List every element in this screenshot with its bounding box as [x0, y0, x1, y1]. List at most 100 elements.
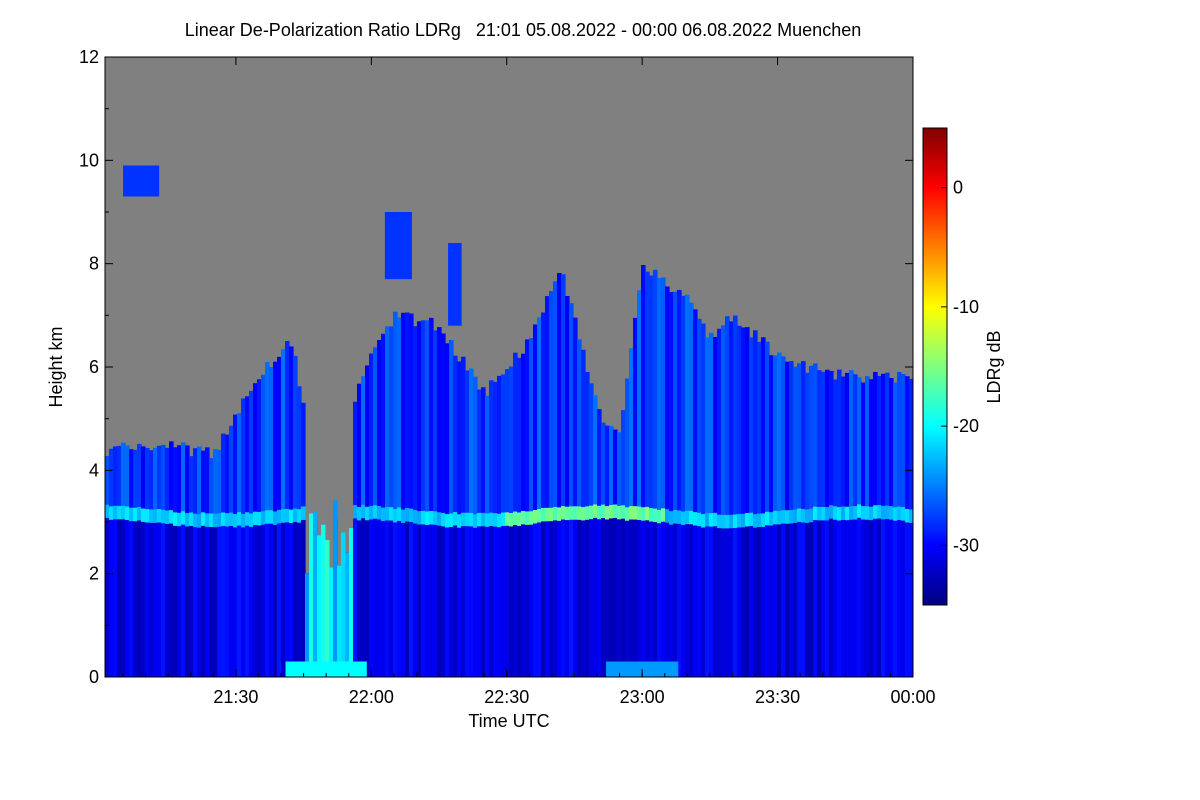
cell-melting-layer — [589, 505, 594, 520]
cell-rain — [401, 522, 406, 677]
cell-melting-layer — [361, 504, 366, 519]
cell-melting-layer — [853, 506, 858, 520]
heatmap-column — [157, 445, 162, 677]
cell-rain — [365, 520, 370, 677]
heatmap-column — [725, 316, 730, 677]
heatmap-column — [557, 273, 562, 677]
cell-rain — [837, 520, 842, 677]
cell-melting-layer — [517, 512, 522, 526]
heatmap-column — [709, 332, 714, 677]
cell-melting-layer — [837, 507, 842, 521]
cell-melting-layer — [185, 513, 190, 527]
cell-rain — [869, 520, 874, 677]
cell-ice-cloud — [557, 273, 562, 508]
cell-melting-layer — [137, 506, 142, 521]
cell-virga — [329, 567, 334, 677]
cell-rain — [713, 526, 718, 677]
cell-rain — [497, 527, 502, 677]
cell-ice-cloud — [773, 355, 778, 511]
heatmap-column — [737, 325, 742, 677]
cell-rain — [621, 518, 626, 677]
heatmap-column — [325, 539, 330, 677]
cell-melting-layer — [245, 512, 250, 526]
cell-ice-cloud — [661, 277, 666, 509]
cell-ice-cloud — [157, 445, 162, 509]
cell-rain — [217, 526, 222, 677]
heatmap-column — [881, 373, 886, 677]
cell-melting-layer — [249, 513, 254, 527]
heatmap-column — [189, 456, 194, 677]
heatmap-column — [813, 363, 818, 677]
cell-rain — [457, 527, 462, 677]
cell-melting-layer — [373, 505, 378, 519]
cell-melting-layer — [453, 511, 458, 526]
heatmap-column — [417, 321, 422, 677]
cell-rain — [237, 525, 242, 677]
cell-rain — [553, 520, 558, 677]
cell-melting-layer — [269, 510, 274, 524]
heatmap-column — [313, 511, 318, 677]
heatmap-column — [445, 343, 450, 677]
heatmap-column — [705, 337, 710, 677]
cell-melting-layer — [277, 509, 282, 524]
cell-ice-cloud — [405, 312, 410, 508]
heatmap-column — [165, 447, 170, 677]
cell-ice-cloud — [465, 370, 470, 513]
heatmap-column — [693, 309, 698, 677]
heatmap-column — [849, 370, 854, 677]
cell-melting-layer — [385, 506, 390, 521]
heatmap-column — [377, 339, 382, 677]
cell-melting-layer — [833, 506, 838, 520]
heatmap-column — [713, 337, 718, 677]
cell-rain — [649, 521, 654, 677]
cell-rain — [653, 522, 658, 677]
heatmap-column — [893, 382, 898, 677]
cell-melting-layer — [197, 514, 202, 528]
cell-melting-layer — [261, 511, 266, 525]
heatmap-column — [653, 269, 658, 677]
cell-melting-layer — [673, 510, 678, 524]
cell-melting-layer — [389, 507, 394, 521]
cell-ice-cloud — [525, 339, 530, 512]
cell-ice-cloud — [117, 445, 122, 506]
cell-melting-layer — [217, 513, 222, 527]
heatmap-column — [765, 341, 770, 677]
heatmap-column — [821, 371, 826, 677]
cell-ice-cloud — [509, 366, 514, 513]
cell-melting-layer — [649, 508, 654, 522]
heatmap-column — [289, 346, 294, 677]
y-tick-label: 8 — [89, 254, 99, 274]
cell-melting-layer — [809, 508, 814, 523]
cell-ice-cloud — [585, 371, 590, 507]
cell-ice-cloud — [133, 449, 138, 508]
cell-ice-cloud — [513, 352, 518, 512]
cell-rain — [597, 519, 602, 677]
cell-rain — [121, 519, 126, 677]
heatmap-column — [449, 340, 454, 677]
cell-ice-cloud — [433, 330, 438, 512]
cell-rain — [169, 523, 174, 677]
heatmap-column — [577, 339, 582, 677]
cell-melting-layer — [653, 508, 658, 523]
cell-ice-cloud — [185, 445, 190, 514]
cell-melting-layer — [161, 509, 166, 524]
cell-rain — [473, 527, 478, 677]
chart-title: Linear De-Polarization Ratio LDRg 21:01 … — [184, 20, 862, 40]
heatmap-column — [801, 361, 806, 677]
cell-melting-layer — [289, 509, 294, 524]
cell-ice-cloud — [505, 369, 510, 513]
cell-ice-cloud — [105, 455, 110, 505]
cell-melting-layer — [425, 511, 430, 525]
heatmap-column — [149, 450, 154, 677]
cell-ice-cloud — [213, 449, 218, 514]
heatmap-column — [433, 330, 438, 677]
cell-ice-cloud — [493, 381, 498, 514]
cell-rain — [201, 525, 206, 677]
cell-melting-layer — [193, 513, 198, 528]
cell-ice-cloud — [161, 444, 166, 510]
cell-ice-cloud — [797, 363, 802, 509]
heatmap-column — [573, 317, 578, 677]
cell-rain — [381, 521, 386, 677]
cell-melting-layer — [241, 513, 246, 528]
heatmap-column — [425, 320, 430, 677]
